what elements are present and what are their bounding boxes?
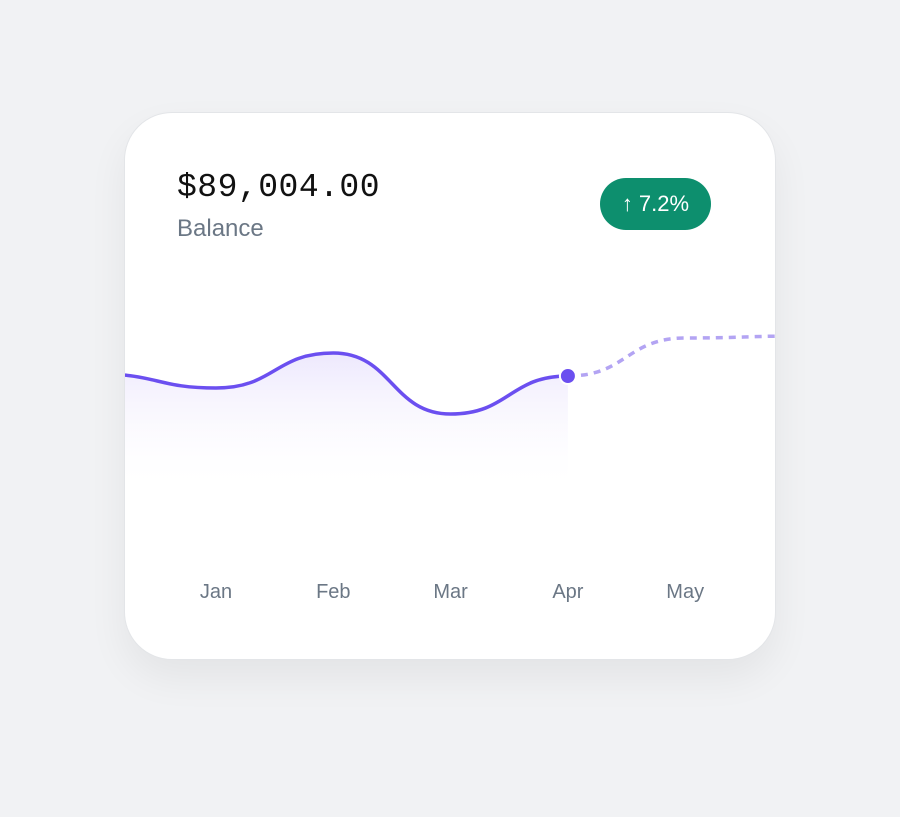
arrow-up-icon: ↑ xyxy=(621,191,633,216)
x-tick-label-mar: Mar xyxy=(433,581,468,603)
change-value: 7.2% xyxy=(638,191,690,216)
change-badge: ↑ 7.2% xyxy=(600,178,711,230)
current-point-marker xyxy=(558,367,577,385)
actual-line xyxy=(125,351,568,416)
projection-line xyxy=(567,334,775,378)
balance-card: $89,004.00 Balance ↑ 7.2% Jan Feb Mar Apr Ma… xyxy=(124,112,776,660)
x-tick-label-feb: Feb xyxy=(316,581,351,603)
balance-amount: $89,004.00 xyxy=(177,169,381,206)
x-tick-label-may: May xyxy=(666,581,705,603)
balance-label: Balance xyxy=(177,215,264,242)
actual-area-fill xyxy=(125,353,568,493)
balance-chart xyxy=(125,334,775,493)
x-tick-label-jan: Jan xyxy=(199,581,233,603)
x-tick-label-apr: Apr xyxy=(552,581,584,603)
